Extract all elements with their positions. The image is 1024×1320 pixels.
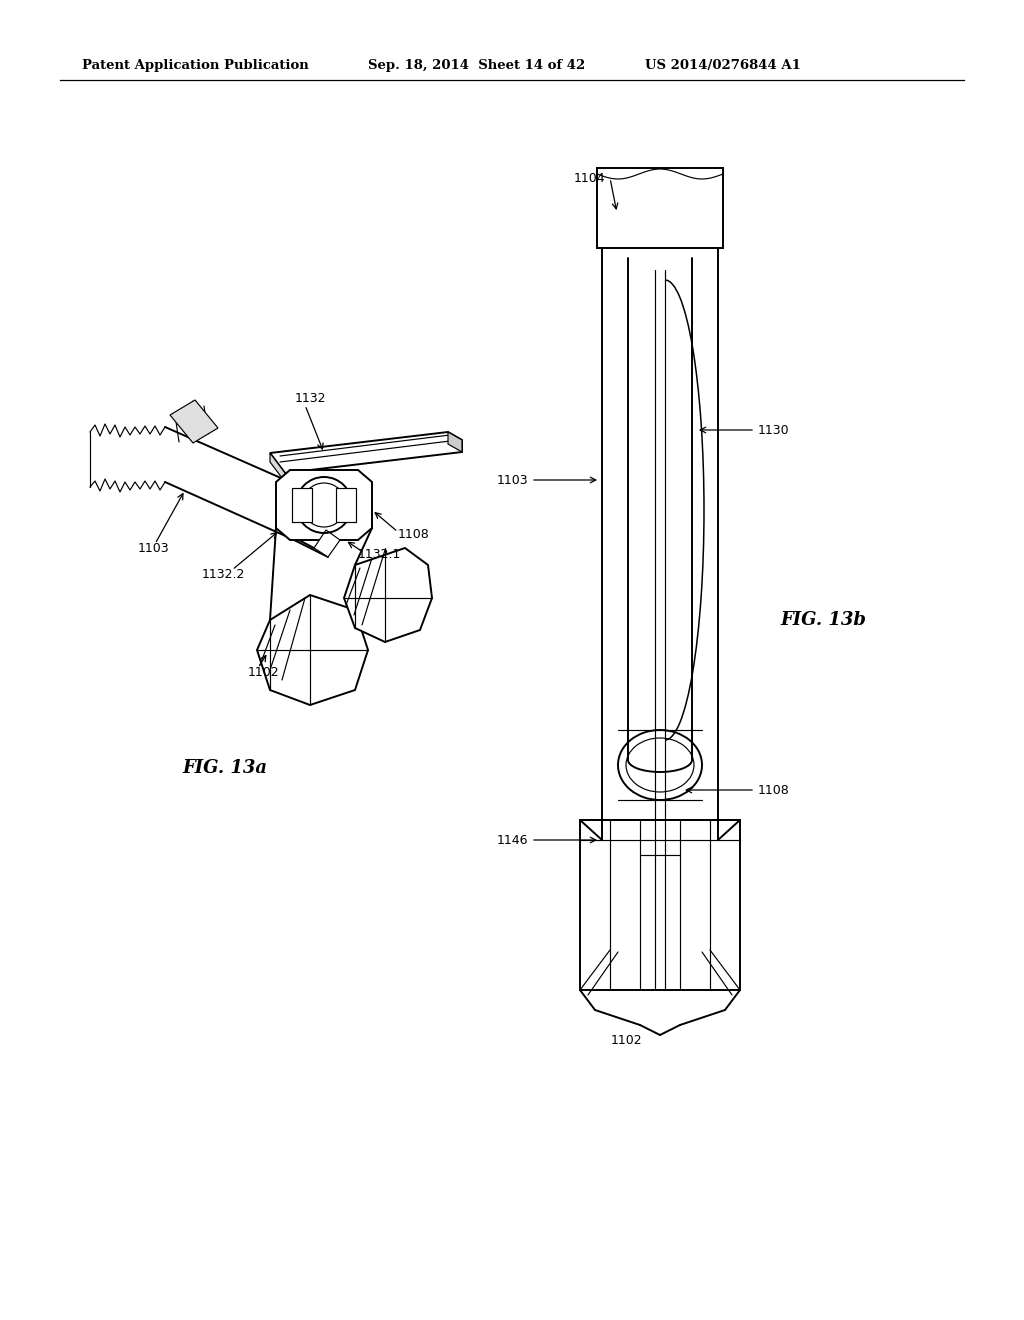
Text: Patent Application Publication: Patent Application Publication (82, 59, 309, 73)
Polygon shape (336, 488, 356, 521)
Polygon shape (597, 168, 723, 248)
Text: 1104: 1104 (573, 172, 605, 185)
Polygon shape (314, 531, 340, 557)
Text: 1108: 1108 (398, 528, 430, 541)
Text: 1103: 1103 (497, 474, 528, 487)
Text: 1132: 1132 (295, 392, 327, 404)
Text: 1146: 1146 (497, 833, 528, 846)
Text: FIG. 13a: FIG. 13a (182, 759, 267, 777)
Polygon shape (276, 470, 372, 540)
Text: 1132.2: 1132.2 (202, 568, 246, 581)
Polygon shape (270, 453, 285, 482)
Polygon shape (170, 400, 218, 444)
Text: FIG. 13b: FIG. 13b (780, 611, 866, 630)
Text: 1102: 1102 (248, 665, 280, 678)
Polygon shape (344, 548, 432, 642)
Polygon shape (257, 595, 368, 705)
Text: 1102: 1102 (610, 1034, 642, 1047)
Polygon shape (449, 432, 462, 451)
Polygon shape (270, 432, 462, 473)
Text: 1132.1: 1132.1 (358, 549, 401, 561)
Text: US 2014/0276844 A1: US 2014/0276844 A1 (645, 59, 801, 73)
Text: 1130: 1130 (758, 424, 790, 437)
Polygon shape (292, 488, 312, 521)
Text: 1108: 1108 (758, 784, 790, 796)
Polygon shape (165, 426, 290, 539)
Text: 1103: 1103 (138, 541, 170, 554)
Text: Sep. 18, 2014  Sheet 14 of 42: Sep. 18, 2014 Sheet 14 of 42 (368, 59, 586, 73)
Polygon shape (580, 820, 740, 990)
